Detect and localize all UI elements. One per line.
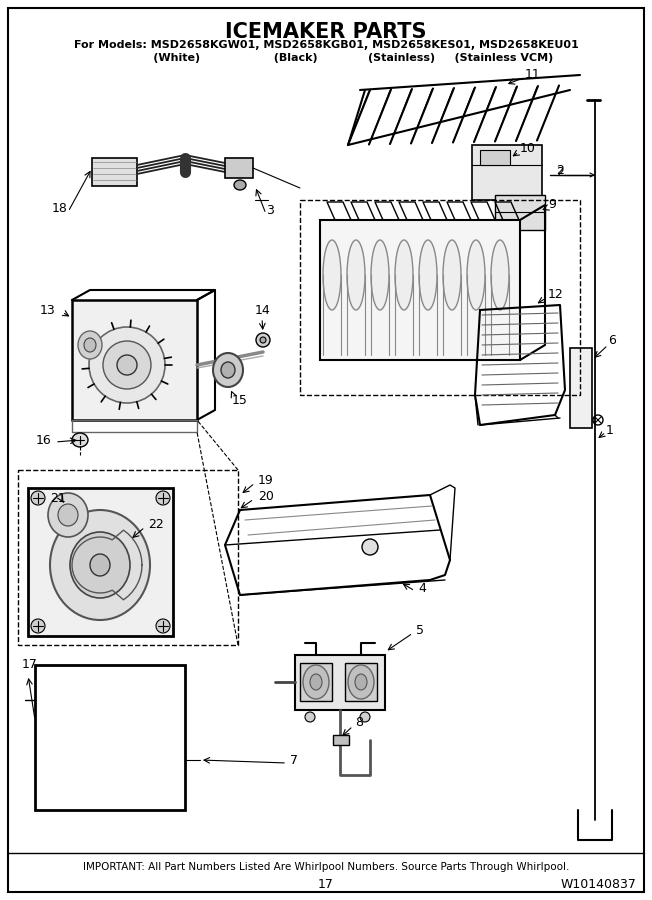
Bar <box>300 663 332 701</box>
Bar <box>300 200 580 395</box>
Text: 11: 11 <box>525 68 541 82</box>
Ellipse shape <box>347 240 365 310</box>
Bar <box>333 735 349 745</box>
Text: 17: 17 <box>22 659 38 671</box>
Text: 4: 4 <box>418 581 426 595</box>
Ellipse shape <box>371 240 389 310</box>
Text: 16: 16 <box>36 434 52 446</box>
Text: 22: 22 <box>148 518 164 532</box>
Text: W10140837: W10140837 <box>560 878 636 891</box>
Text: 9: 9 <box>548 199 556 212</box>
Bar <box>480 150 510 165</box>
Text: 21: 21 <box>50 491 66 505</box>
Bar <box>495 195 545 230</box>
Text: 1: 1 <box>606 424 614 436</box>
Ellipse shape <box>103 341 151 389</box>
Ellipse shape <box>89 327 165 403</box>
Bar <box>345 663 377 701</box>
Ellipse shape <box>31 491 45 505</box>
Bar <box>92 158 137 186</box>
Ellipse shape <box>156 491 170 505</box>
Bar <box>18 470 238 645</box>
Text: 2: 2 <box>556 164 564 176</box>
Bar <box>35 665 185 810</box>
Ellipse shape <box>260 337 266 343</box>
Text: 5: 5 <box>416 624 424 636</box>
Bar <box>472 145 542 200</box>
Text: 3: 3 <box>266 203 274 217</box>
Ellipse shape <box>310 674 322 690</box>
Text: 19: 19 <box>258 473 274 487</box>
Ellipse shape <box>303 665 329 699</box>
Ellipse shape <box>117 355 137 375</box>
Ellipse shape <box>31 619 45 633</box>
Bar <box>72 300 197 420</box>
Text: 2: 2 <box>556 166 564 178</box>
Ellipse shape <box>50 510 150 620</box>
Bar <box>225 158 253 178</box>
Text: 8: 8 <box>355 716 363 730</box>
Ellipse shape <box>58 504 78 526</box>
Text: 13: 13 <box>40 303 56 317</box>
Ellipse shape <box>213 353 243 387</box>
Bar <box>320 220 520 360</box>
Ellipse shape <box>234 180 246 190</box>
Text: 15: 15 <box>232 393 248 407</box>
Ellipse shape <box>72 433 88 447</box>
Text: 14: 14 <box>255 303 271 317</box>
Ellipse shape <box>491 240 509 310</box>
Ellipse shape <box>443 240 461 310</box>
Ellipse shape <box>221 362 235 378</box>
Ellipse shape <box>90 554 110 576</box>
Ellipse shape <box>348 665 374 699</box>
Ellipse shape <box>467 240 485 310</box>
Text: (White)                   (Black)             (Stainless)     (Stainless VCM): (White) (Black) (Stainless) (Stainless V… <box>99 53 553 63</box>
Bar <box>570 348 592 428</box>
Text: 20: 20 <box>258 490 274 502</box>
Ellipse shape <box>362 539 378 555</box>
Ellipse shape <box>48 493 88 537</box>
Ellipse shape <box>419 240 437 310</box>
Ellipse shape <box>360 712 370 722</box>
Ellipse shape <box>305 712 315 722</box>
Text: For Models: MSD2658KGW01, MSD2658KGB01, MSD2658KES01, MSD2658KEU01: For Models: MSD2658KGW01, MSD2658KGB01, … <box>74 40 578 50</box>
Bar <box>28 488 173 636</box>
Text: 7: 7 <box>290 753 298 767</box>
Text: 18: 18 <box>52 202 68 214</box>
Ellipse shape <box>256 333 270 347</box>
Ellipse shape <box>70 532 130 598</box>
Text: 6: 6 <box>608 334 616 346</box>
Ellipse shape <box>156 619 170 633</box>
Text: 17: 17 <box>318 878 334 891</box>
Ellipse shape <box>78 331 102 359</box>
Text: 12: 12 <box>548 289 564 302</box>
Bar <box>295 655 385 710</box>
Ellipse shape <box>323 240 341 310</box>
Text: ICEMAKER PARTS: ICEMAKER PARTS <box>225 22 427 42</box>
Ellipse shape <box>355 674 367 690</box>
Ellipse shape <box>84 338 96 352</box>
Text: IMPORTANT: All Part Numbers Listed Are Whirlpool Numbers. Source Parts Through W: IMPORTANT: All Part Numbers Listed Are W… <box>83 862 569 872</box>
Ellipse shape <box>395 240 413 310</box>
Text: 10: 10 <box>520 141 536 155</box>
